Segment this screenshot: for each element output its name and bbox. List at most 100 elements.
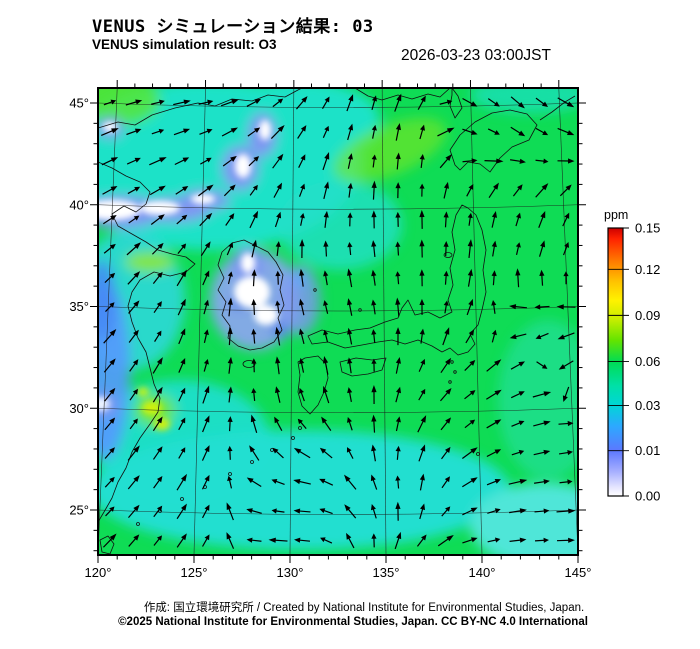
wind-arrow-head — [419, 124, 425, 131]
wind-arrow-shaft — [372, 274, 376, 286]
wind-arrow-head — [517, 184, 523, 191]
wind-arrow-head — [319, 478, 326, 484]
wind-arrow-head — [470, 507, 478, 513]
wind-arrow-head — [133, 329, 139, 337]
wind-arrow-head — [251, 358, 257, 364]
wind-arrow-shaft — [394, 98, 400, 112]
wind-arrow-head — [132, 359, 139, 366]
wind-arrow-shaft — [439, 101, 449, 105]
wind-arrow-head — [346, 532, 352, 540]
wind-arrow-head — [518, 420, 525, 426]
wind-arrow-head — [470, 477, 478, 484]
wind-arrow-shaft — [201, 449, 208, 461]
wind-arrow-shaft — [228, 479, 233, 489]
wind-arrow-head — [543, 158, 549, 164]
wind-arrow-head — [275, 386, 281, 394]
wind-arrow-head — [419, 239, 425, 247]
wind-arrow-shaft — [323, 480, 334, 486]
wind-arrow-shaft — [274, 216, 280, 228]
wind-arrow-shaft — [177, 246, 185, 254]
wind-arrow-head — [347, 182, 353, 189]
wind-arrow-head — [346, 447, 352, 453]
meridian-line — [470, 88, 483, 555]
wind-arrow-head — [543, 449, 551, 455]
wind-arrow-shaft — [372, 128, 376, 139]
colorbar-units-label: ppm — [604, 208, 628, 222]
wind-arrow-head — [519, 508, 527, 514]
wind-arrow-shaft — [202, 274, 208, 286]
wind-arrow-head — [226, 532, 232, 540]
wind-arrow-head — [515, 212, 521, 219]
wind-arrow-shaft — [348, 187, 351, 198]
lat-axis: 45° 40° 35° 30° 25° — [69, 96, 89, 518]
wind-arrow-head — [491, 270, 497, 277]
wind-arrow-head — [446, 99, 453, 105]
wind-arrow-head — [204, 474, 210, 482]
wind-arrow-shaft — [323, 186, 328, 200]
wind-arrow-head — [299, 239, 305, 247]
wind-arrow-head — [562, 395, 568, 403]
wind-arrow-head — [252, 210, 259, 219]
wind-arrow-head — [227, 475, 233, 482]
wind-arrow-shaft — [151, 245, 161, 255]
wind-arrow-shaft — [466, 187, 472, 197]
wind-arrow-shaft — [173, 101, 186, 106]
wind-arrow-head — [541, 363, 548, 369]
wind-arrow-head — [204, 270, 210, 277]
wind-arrow-head — [443, 270, 449, 277]
axis-ticks — [90, 80, 586, 563]
wind-arrow-head — [395, 271, 401, 277]
wind-arrow-head — [181, 214, 188, 221]
wind-arrow-head — [277, 98, 284, 104]
wind-arrow-shaft — [557, 97, 570, 105]
wind-arrow-head — [445, 417, 452, 424]
wind-arrow-head — [568, 508, 576, 514]
wind-arrow-head — [557, 334, 565, 340]
wind-arrow-shaft — [464, 362, 473, 372]
wind-arrow-head — [134, 186, 141, 192]
wind-arrow-head — [515, 242, 521, 248]
wind-arrow-shaft — [372, 158, 375, 168]
wind-arrow-shaft — [462, 479, 474, 488]
coastline-hokkaido — [449, 109, 538, 173]
wind-arrow-shaft — [437, 129, 450, 137]
wind-arrow-head — [323, 329, 329, 336]
wind-arrow-head — [563, 271, 569, 277]
wind-arrow-shaft — [300, 274, 304, 287]
coastline-korea — [217, 239, 285, 351]
wind-arrow-head — [344, 474, 351, 482]
wind-arrow-shaft — [512, 187, 521, 197]
wind-arrow-shaft — [462, 98, 474, 105]
wind-arrow-shaft — [298, 510, 311, 513]
wind-arrow-shaft — [253, 333, 256, 344]
wind-arrow-shaft — [104, 275, 113, 283]
wind-arrow-head — [543, 420, 551, 426]
lon-tick-label: 120° — [85, 565, 112, 580]
wind-arrow-head — [230, 155, 237, 162]
wind-arrow-shaft — [300, 216, 304, 226]
coastline-kuril — [539, 95, 576, 121]
wind-arrow-shaft — [173, 130, 186, 136]
wind-arrow-head — [371, 414, 377, 422]
license-line: ©2025 National Institute for Environment… — [118, 616, 588, 628]
wind-arrow-shaft — [397, 303, 400, 317]
wind-arrow-head — [371, 533, 377, 539]
wind-arrow-head — [133, 475, 140, 483]
wind-arrow-head — [568, 537, 575, 543]
wind-arrow-shaft — [228, 332, 231, 346]
wind-arrow-shaft — [253, 391, 256, 401]
wind-arrow-head — [471, 158, 478, 164]
wind-arrow-shaft — [276, 391, 281, 403]
wind-arrow-shaft — [559, 481, 569, 484]
wind-arrow-shaft — [276, 332, 281, 346]
wind-arrow-shaft — [397, 479, 400, 489]
wind-arrow-shaft — [488, 186, 497, 199]
wind-arrow-head — [133, 215, 140, 221]
wind-arrow-shaft — [535, 97, 545, 105]
wind-arrow-head — [275, 300, 281, 306]
wind-arrow-head — [518, 130, 526, 137]
wind-arrow-head — [323, 240, 329, 247]
wind-arrow-shaft — [103, 246, 113, 254]
wind-arrow-shaft — [102, 217, 114, 225]
